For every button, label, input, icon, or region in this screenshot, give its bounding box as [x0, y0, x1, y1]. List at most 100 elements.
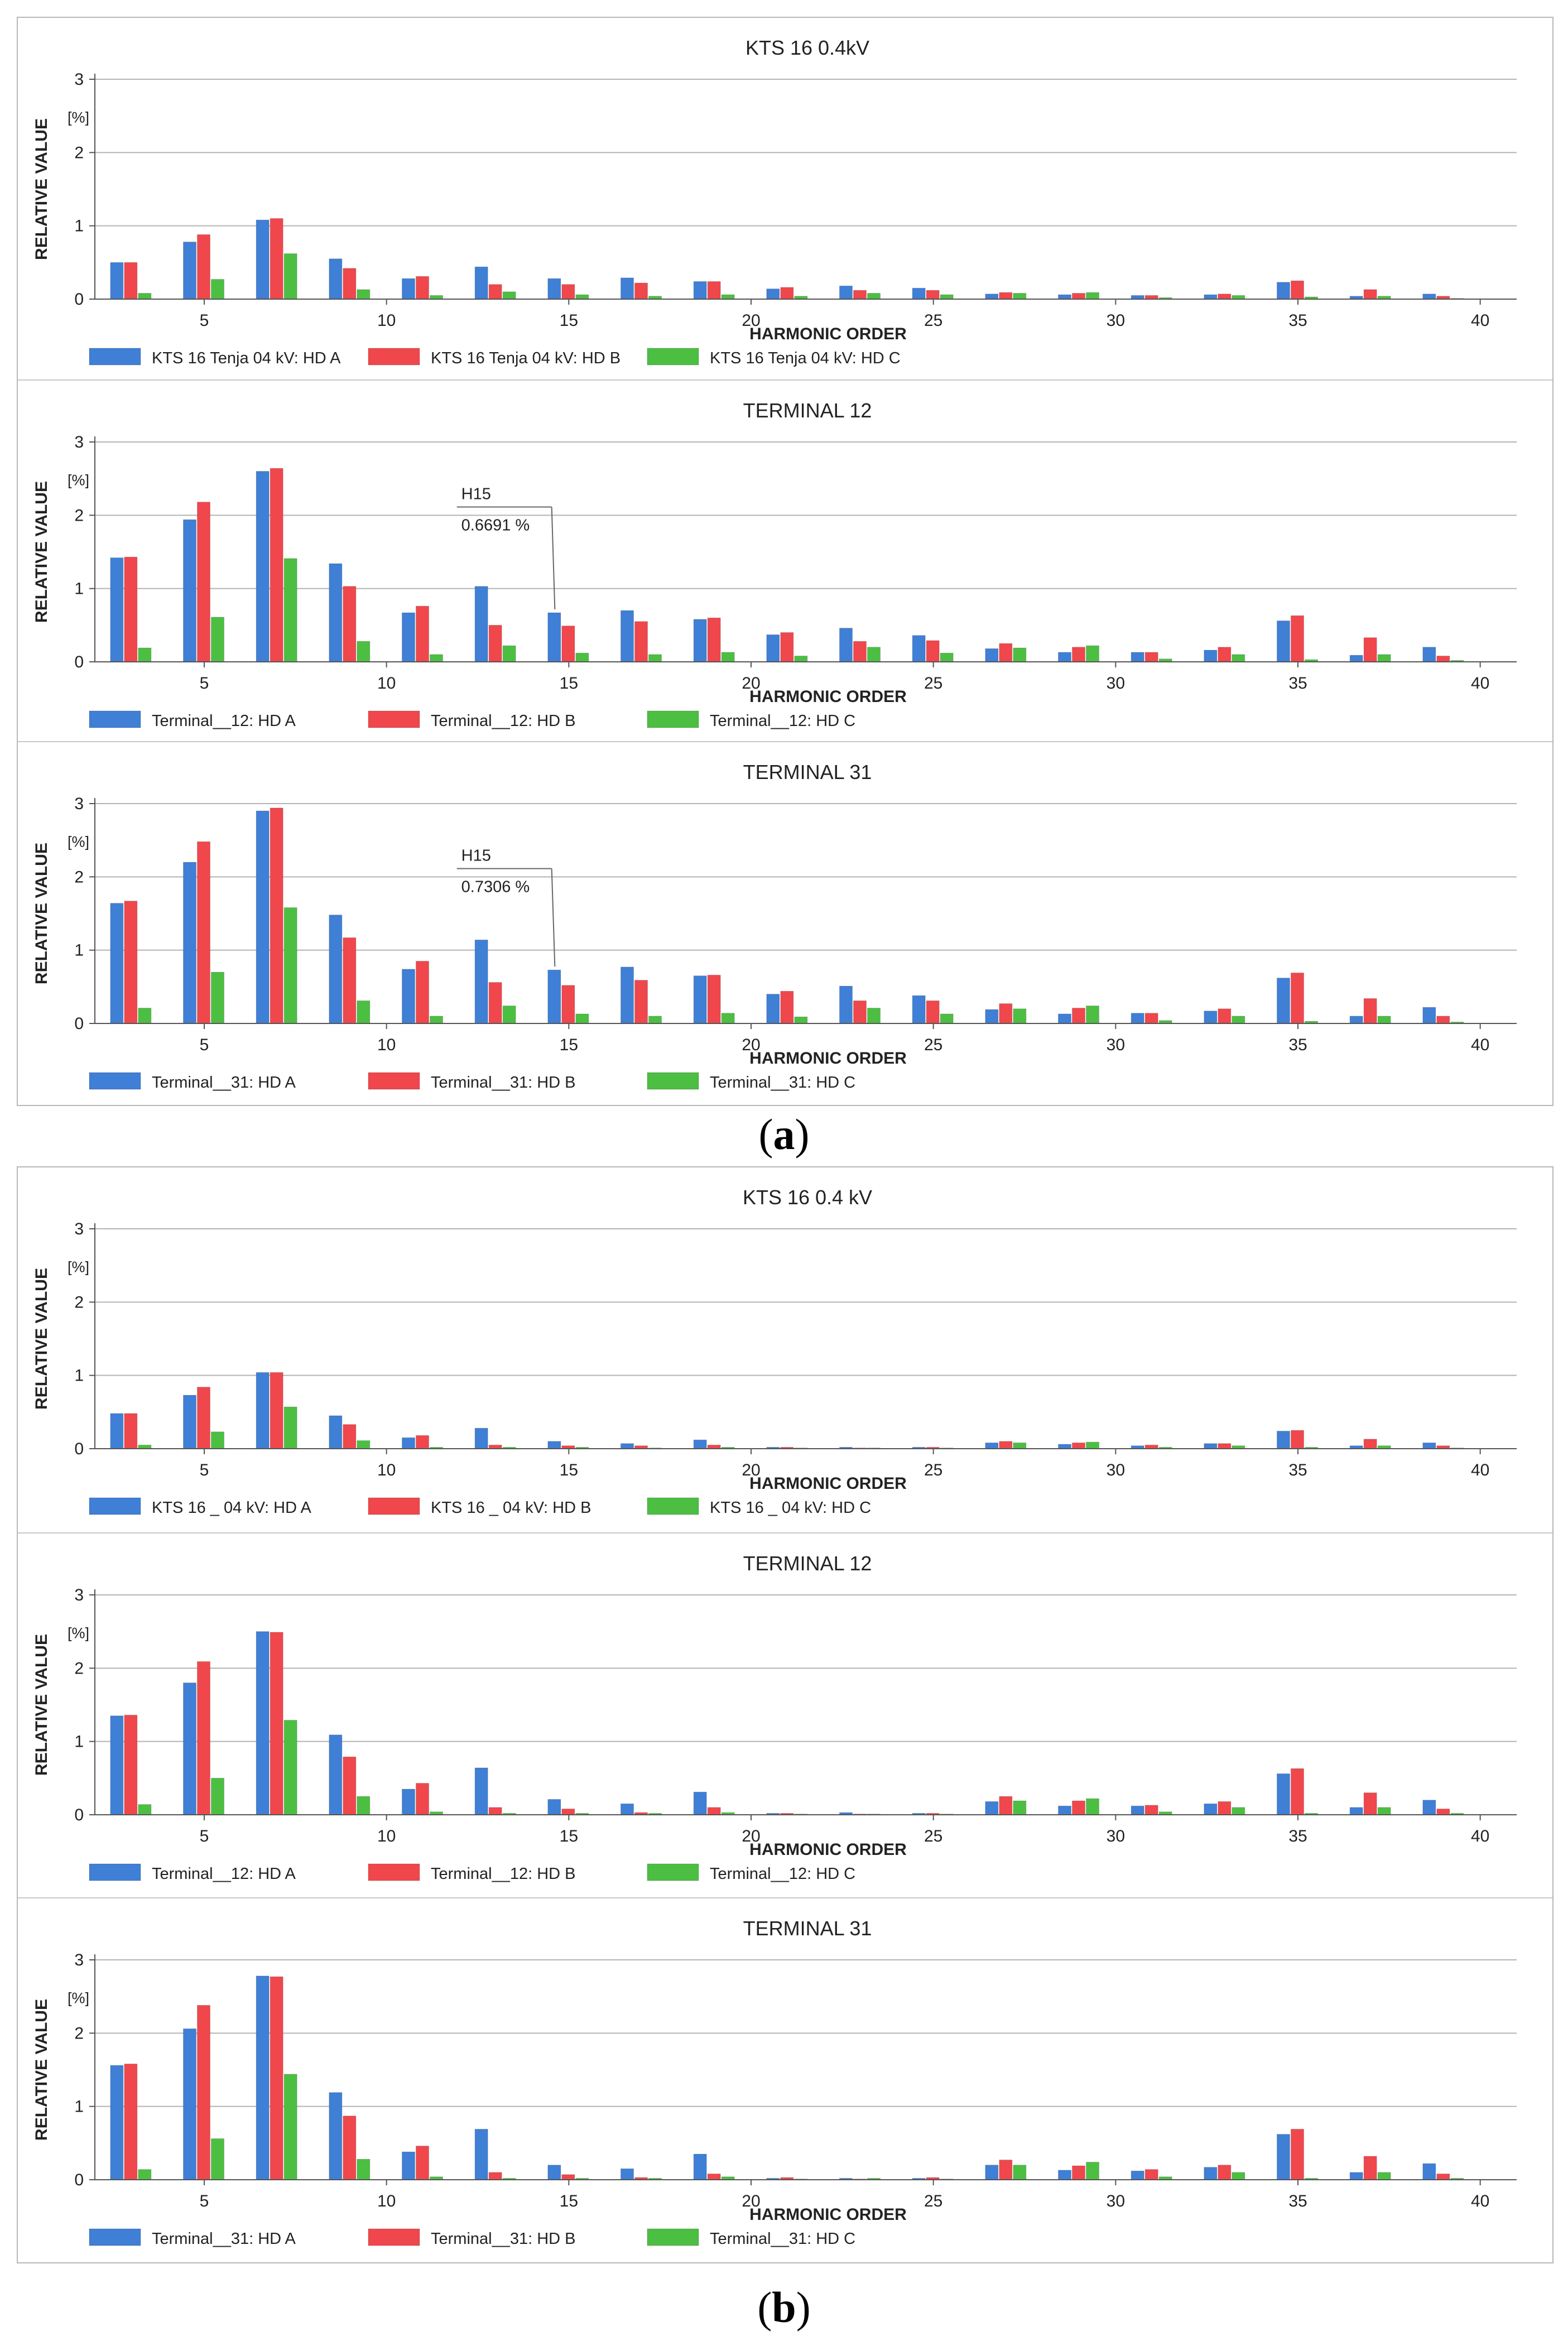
x-tick-label: 5 — [200, 1827, 209, 1845]
chart-svg: TERMINAL 12 0 1 2 3 [%] RELATIVE VALUE 5 10 15 20 2… — [32, 399, 1517, 730]
legend-label: Terminal__31: HD A — [152, 2230, 296, 2248]
y-tick-label: 3 — [74, 70, 84, 89]
x-tick-label: 30 — [1107, 311, 1125, 330]
bar-terminal-12-hd-b-h31 — [1144, 1805, 1158, 1815]
y-tick-label: 3 — [74, 795, 84, 813]
bar-terminal-12-hd-b-h21 — [780, 632, 794, 662]
y-tick-label: 0 — [74, 1440, 84, 1458]
x-tick-label: 35 — [1288, 311, 1307, 330]
bar-kts-16-tenja-04-kv-hd-b-h33 — [1218, 294, 1232, 300]
bar-terminal-12-hd-c-h5 — [211, 617, 224, 662]
bar-kts-16-tenja-04-kv-hd-c-h7 — [283, 253, 297, 300]
bar-terminal-31-hd-b-h31 — [1144, 2169, 1158, 2180]
bar-terminal-12-hd-b-h3 — [124, 1714, 138, 1815]
bar-terminal-31-hd-c-h21 — [794, 1016, 808, 1024]
bar-terminal-31-hd-c-h15 — [575, 1013, 589, 1024]
bar-kts-16-04-kv-hd-a-h9 — [329, 1415, 343, 1449]
bar-terminal-12-hd-c-h3 — [138, 647, 152, 662]
bar-terminal-31-hd-c-h25 — [940, 1013, 954, 1024]
bar-kts-16-tenja-04-kv-hd-a-h33 — [1204, 294, 1218, 300]
bar-kts-16-04-kv-hd-b-h35 — [1291, 1430, 1304, 1449]
bar-terminal-31-hd-b-h13 — [488, 2172, 502, 2180]
bar-terminal-12-hd-c-h15 — [575, 652, 589, 662]
chart-panel: KTS 16 0.4kV 0 1 2 3 [%] RELATIVE VALUE 5 10 15 20… — [18, 18, 1552, 379]
bar-terminal-31-hd-b-h33 — [1218, 1008, 1232, 1024]
bar-terminal-31-hd-b-h11 — [416, 960, 429, 1024]
bar-terminal-31-hd-a-h31 — [1131, 2170, 1144, 2180]
bar-terminal-12-hd-a-h39 — [1422, 647, 1436, 662]
bar-terminal-12-hd-a-h9 — [329, 1734, 343, 1815]
bar-terminal-12-hd-b-h17 — [634, 621, 648, 662]
bar-terminal-31-hd-b-h35 — [1291, 972, 1304, 1024]
legend-label: Terminal__31: HD B — [431, 2230, 576, 2248]
y-tick-label: 0 — [74, 1806, 84, 1824]
bar-kts-16-04-kv-hd-a-h13 — [474, 1427, 488, 1449]
x-tick-label: 25 — [924, 2192, 942, 2210]
x-tick-label: 10 — [377, 674, 396, 693]
bar-terminal-31-hd-b-h39 — [1436, 1016, 1450, 1024]
bar-terminal-12-hd-b-h35 — [1291, 615, 1304, 662]
bar-terminal-12-hd-b-h37 — [1363, 1792, 1377, 1815]
bar-terminal-12-hd-c-h33 — [1232, 1807, 1245, 1815]
bar-kts-16-tenja-04-kv-hd-a-h23 — [839, 285, 853, 300]
bar-terminal-31-hd-b-h21 — [780, 991, 794, 1024]
chart-panel: TERMINAL 12 0 1 2 3 [%] RELATIVE VALUE 5 10 15 20 2… — [18, 1532, 1552, 1895]
bar-kts-16-04-kv-hd-a-h29 — [1058, 1444, 1071, 1449]
x-axis-label: HARMONIC ORDER — [749, 1049, 907, 1068]
bar-kts-16-tenja-04-kv-hd-b-h35 — [1291, 280, 1304, 300]
bar-terminal-12-hd-a-h29 — [1058, 1805, 1071, 1815]
bar-kts-16-tenja-04-kv-hd-b-h3 — [124, 262, 138, 300]
bar-terminal-12-hd-a-h7 — [256, 471, 270, 662]
bar-terminal-31-hd-b-h23 — [853, 1000, 867, 1024]
bar-terminal-12-hd-a-h5 — [183, 1683, 196, 1815]
bar-terminal-12-hd-a-h5 — [183, 519, 196, 662]
x-axis-label: HARMONIC ORDER — [749, 688, 907, 706]
chart-panel: TERMINAL 12 0 1 2 3 [%] RELATIVE VALUE 5 10 15 20 2… — [18, 379, 1552, 742]
bar-kts-16-04-kv-hd-a-h39 — [1422, 1442, 1436, 1449]
bar-kts-16-04-kv-hd-a-h11 — [402, 1437, 415, 1449]
bar-kts-16-tenja-04-kv-hd-b-h11 — [416, 276, 429, 300]
x-tick-label: 10 — [377, 311, 396, 330]
x-tick-label: 35 — [1288, 2192, 1307, 2210]
x-axis-label: HARMONIC ORDER — [749, 1840, 907, 1859]
legend-swatch — [647, 1497, 699, 1515]
bar-terminal-31-hd-a-h15 — [547, 969, 561, 1024]
x-tick-label: 25 — [924, 674, 942, 693]
bar-terminal-31-hd-c-h33 — [1232, 1016, 1245, 1024]
x-tick-label: 5 — [200, 674, 209, 693]
legend-label: Terminal__12: HD B — [431, 1865, 576, 1883]
y-unit-label: [%] — [68, 834, 89, 850]
legend-label: Terminal__12: HD B — [431, 712, 576, 730]
bar-terminal-31-hd-a-h31 — [1131, 1013, 1144, 1024]
bar-terminal-31-hd-b-h29 — [1072, 2165, 1085, 2180]
bar-terminal-12-hd-c-h19 — [721, 652, 735, 662]
bar-terminal-12-hd-b-h9 — [343, 586, 357, 662]
x-tick-label: 20 — [742, 311, 760, 330]
bar-terminal-12-hd-c-h27 — [1013, 1800, 1027, 1815]
bar-terminal-12-hd-b-h19 — [707, 1807, 721, 1815]
bar-terminal-12-hd-b-h19 — [707, 617, 721, 662]
bar-terminal-31-hd-b-h35 — [1291, 2128, 1304, 2180]
bar-kts-16-04-kv-hd-a-h15 — [547, 1441, 561, 1449]
bar-kts-16-tenja-04-kv-hd-a-h13 — [474, 266, 488, 300]
bar-terminal-31-hd-c-h37 — [1377, 1016, 1391, 1024]
chart-svg: KTS 16 0.4kV 0 1 2 3 [%] RELATIVE VALUE 5 10 15 20… — [32, 36, 1517, 367]
bar-terminal-12-hd-b-h29 — [1072, 647, 1085, 662]
bar-terminal-12-hd-a-h27 — [985, 1801, 999, 1815]
bar-kts-16-tenja-04-kv-hd-b-h15 — [561, 284, 575, 300]
y-unit-label: [%] — [68, 1625, 89, 1642]
chart-title: KTS 16 0.4kV — [745, 36, 869, 59]
bar-terminal-31-hd-c-h19 — [721, 1013, 735, 1024]
x-tick-label: 20 — [742, 1036, 760, 1054]
bar-terminal-31-hd-b-h25 — [926, 1000, 940, 1024]
legend-swatch — [368, 1863, 420, 1881]
bar-terminal-12-hd-b-h35 — [1291, 1768, 1304, 1815]
bar-terminal-12-hd-b-h3 — [124, 556, 138, 662]
chart-svg: TERMINAL 31 0 1 2 3 [%] RELATIVE VALUE 5 10 15 20 2… — [32, 761, 1517, 1092]
y-tick-label: 1 — [74, 2098, 84, 2116]
legend-swatch — [647, 2228, 699, 2246]
y-tick-label: 3 — [74, 1220, 84, 1238]
chart-title: TERMINAL 31 — [743, 1917, 872, 1940]
chart-svg: TERMINAL 12 0 1 2 3 [%] RELATIVE VALUE 5 10 15 20 2… — [32, 1552, 1517, 1883]
bar-terminal-31-hd-a-h27 — [985, 1009, 999, 1024]
